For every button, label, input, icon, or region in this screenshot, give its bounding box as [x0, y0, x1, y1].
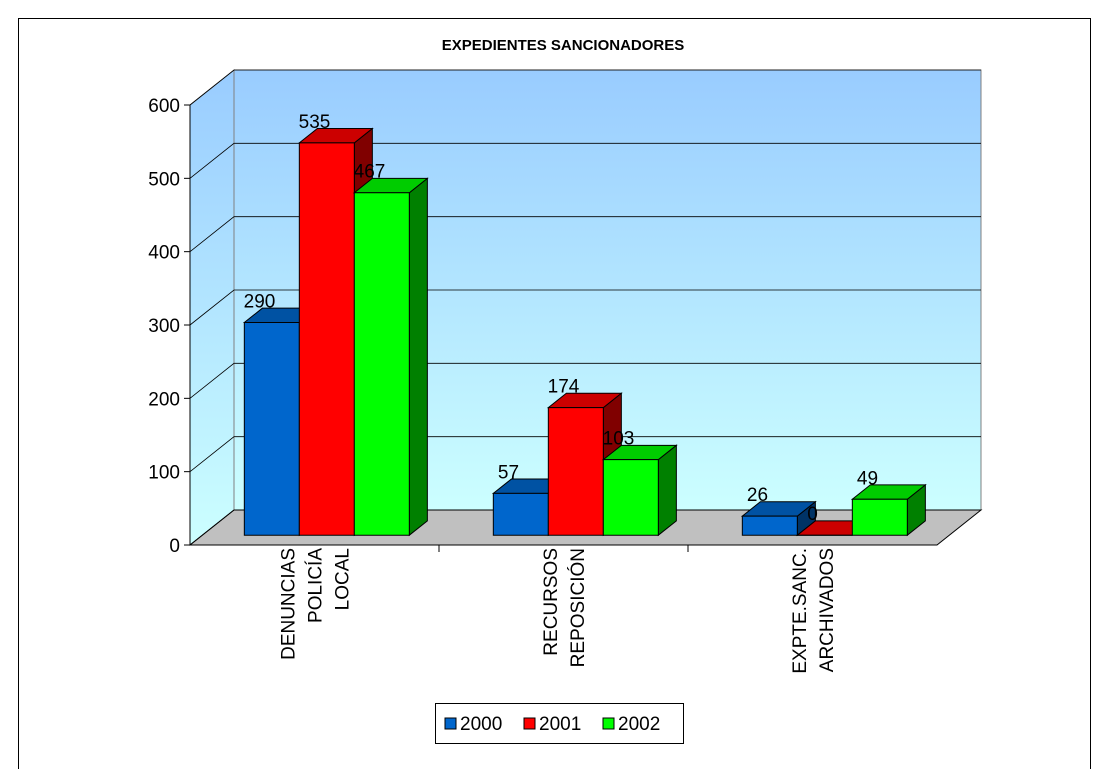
bar [352, 177, 429, 537]
x-tick-label: RECURSOS REPOSICIÓN [541, 548, 589, 667]
grid-line [189, 436, 981, 472]
bar-front [243, 322, 300, 536]
legend-swatch [602, 717, 615, 730]
value-label: 103 [603, 429, 635, 450]
bar-front [741, 515, 798, 536]
legend-box [435, 703, 684, 744]
bar [601, 444, 678, 537]
bar-front [851, 498, 908, 536]
grid-line [189, 142, 981, 179]
legend-label: 2002 [618, 714, 660, 735]
y-tick-label: 100 [148, 463, 180, 484]
value-label: 0 [807, 504, 818, 525]
value-label: 290 [244, 292, 276, 313]
legend-label: 2001 [539, 714, 581, 735]
value-label: 57 [498, 462, 519, 483]
grid-line [189, 289, 981, 326]
y-tick-label: 200 [148, 389, 180, 410]
legend-swatch [444, 717, 457, 730]
value-label: 49 [857, 468, 878, 489]
bar [850, 483, 927, 537]
grid-line [189, 216, 981, 252]
bar-front [547, 407, 604, 536]
grid-line [189, 362, 981, 399]
bar-front [492, 492, 549, 536]
y-tick-label: 400 [148, 243, 180, 264]
y-tick-label: 600 [148, 96, 180, 117]
legend-swatch [523, 717, 536, 730]
x-tick-label: DENUNCIAS POLICÍA LOCAL [279, 548, 354, 660]
value-label: 174 [548, 377, 580, 398]
value-label: 467 [354, 162, 386, 183]
grid-line [189, 69, 981, 106]
legend-label: 2000 [460, 714, 502, 735]
y-tick-label: 500 [148, 169, 180, 190]
chart-title: EXPEDIENTES SANCIONADORES [442, 37, 685, 54]
bar-front [298, 142, 355, 536]
value-label: 535 [299, 112, 331, 133]
value-label: 26 [747, 485, 768, 506]
bar-front [353, 192, 410, 536]
bar-side [408, 177, 428, 537]
y-tick-label: 300 [148, 316, 180, 337]
y-tick-label: 0 [169, 536, 180, 557]
bar-front [602, 459, 659, 536]
x-tick-label: EXPTE.SANC. ARCHIVADOS [790, 548, 838, 674]
bar [740, 500, 817, 537]
grid-line [189, 509, 981, 546]
bar-side [657, 444, 677, 537]
